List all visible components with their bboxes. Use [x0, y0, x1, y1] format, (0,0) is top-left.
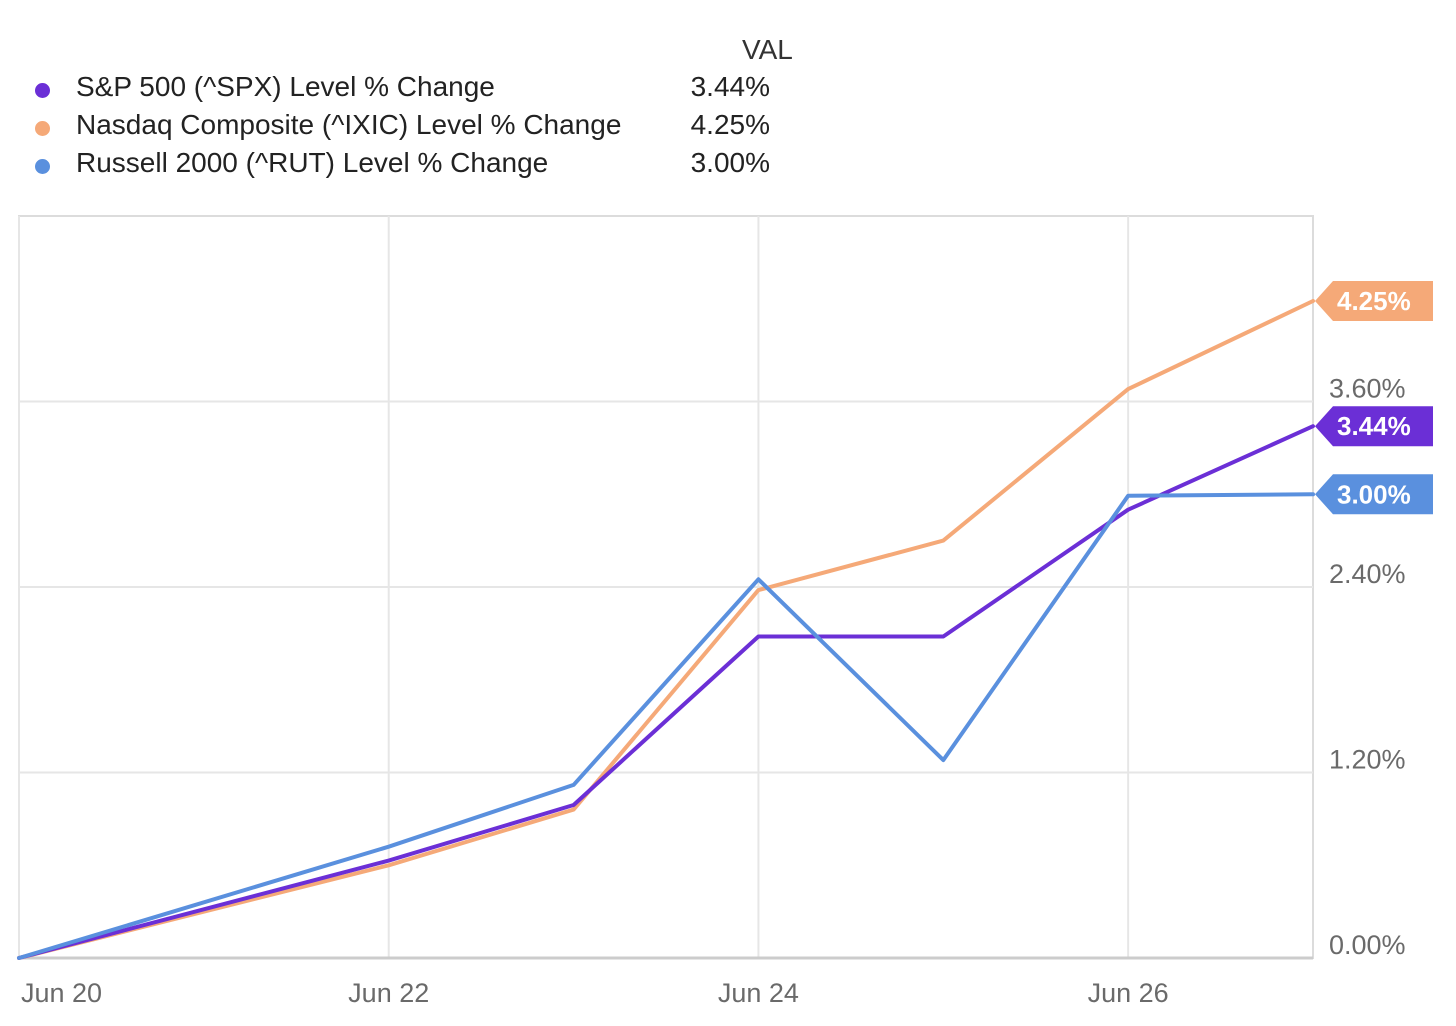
- legend-item-nasdaq: Nasdaq Composite (^IXIC) Level % Change …: [0, 109, 800, 147]
- legend-dot-icon: [35, 121, 50, 136]
- legend-dot-icon: [35, 83, 50, 98]
- end-value-tag: [1315, 406, 1433, 447]
- end-value-tag: [1315, 474, 1433, 515]
- y-tick-label: 3.60%: [1329, 374, 1406, 404]
- x-tick-label: Jun 20: [21, 978, 102, 1008]
- y-tick-label: 1.20%: [1329, 745, 1406, 775]
- x-tick-label: Jun 26: [1088, 978, 1169, 1008]
- legend-item-sp500: S&P 500 (^SPX) Level % Change 3.44%: [0, 71, 800, 109]
- x-tick-label: Jun 22: [348, 978, 429, 1008]
- legend-value: 4.25%: [690, 109, 770, 140]
- legend-label: Nasdaq Composite (^IXIC) Level % Change: [76, 109, 622, 140]
- y-tick-label: 0.00%: [1329, 930, 1406, 960]
- end-value-label: 4.25%: [1337, 286, 1411, 316]
- legend-value: 3.00%: [690, 147, 770, 178]
- end-value-tag: [1315, 281, 1433, 322]
- legend-value: 3.44%: [690, 71, 770, 102]
- y-tick-label: 2.40%: [1329, 559, 1406, 589]
- x-tick-label: Jun 24: [718, 978, 799, 1008]
- legend-item-russell: Russell 2000 (^RUT) Level % Change 3.00%: [0, 147, 800, 185]
- series-line: [17, 424, 1315, 960]
- chart-legend: VAL S&P 500 (^SPX) Level % Change 3.44% …: [0, 0, 820, 200]
- end-value-label: 3.00%: [1337, 479, 1411, 509]
- series-line: [17, 299, 1315, 960]
- series-line: [17, 492, 1315, 960]
- legend-label: Russell 2000 (^RUT) Level % Change: [76, 147, 549, 178]
- legend-dot-icon: [35, 159, 50, 174]
- legend-label: S&P 500 (^SPX) Level % Change: [76, 71, 495, 102]
- end-value-label: 3.44%: [1337, 411, 1411, 441]
- legend-value-header: VAL: [742, 34, 793, 65]
